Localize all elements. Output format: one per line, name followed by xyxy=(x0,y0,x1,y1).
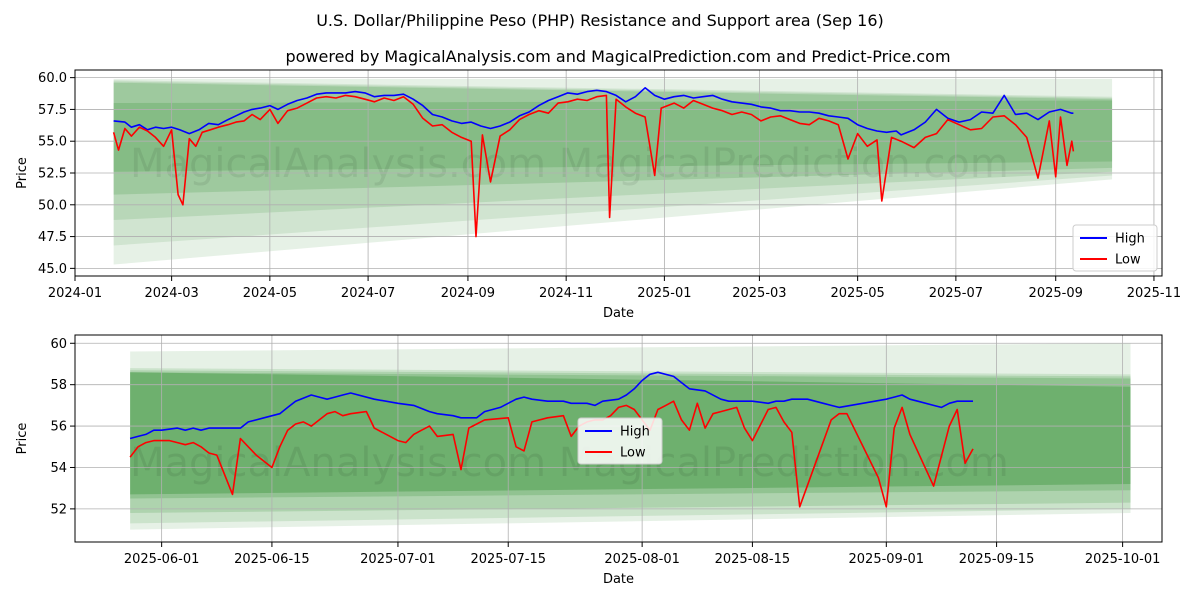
watermark-text: MagicalAnalysis.com MagicalPrediction.co… xyxy=(130,141,1009,187)
x-tick-label: 2025-11 xyxy=(1127,286,1181,301)
x-tick-label: 2024-01 xyxy=(48,286,102,301)
y-tick-label: 55.0 xyxy=(38,135,67,150)
x-tick-label: 2025-09-01 xyxy=(849,552,925,567)
series-lines xyxy=(129,371,974,508)
x-tick-label: 2025-07-01 xyxy=(360,552,436,567)
series-line-high xyxy=(113,87,1074,136)
y-tick-label: 57.5 xyxy=(38,103,67,118)
support-resistance-bands xyxy=(113,78,1113,265)
chart-panel-1: MagicalAnalysis.com MagicalPrediction.co… xyxy=(15,69,1181,321)
x-axis-label: Date xyxy=(603,572,634,587)
series-line-low xyxy=(112,94,1075,238)
plot-frame xyxy=(74,334,1163,543)
y-axis-label: Price xyxy=(15,423,30,455)
series-line-high xyxy=(129,371,973,440)
legend-label-high: High xyxy=(620,425,650,440)
y-tick-label: 52 xyxy=(50,502,67,517)
chart-subtitle: powered by MagicalAnalysis.com and Magic… xyxy=(285,47,950,66)
y-tick-label: 58 xyxy=(50,378,67,393)
x-tick-label: 2025-05 xyxy=(830,286,884,301)
y-tick-label: 56 xyxy=(50,420,67,435)
grid xyxy=(75,335,1162,542)
chart-panel-2: MagicalAnalysis.com MagicalPrediction.co… xyxy=(15,334,1163,587)
y-tick-label: 52.5 xyxy=(38,167,67,182)
band-4 xyxy=(113,82,1113,195)
x-tick-label: 2025-01 xyxy=(637,286,691,301)
y-axis-label: Price xyxy=(15,157,30,189)
watermark-text: MagicalAnalysis.com MagicalPrediction.co… xyxy=(130,440,1009,486)
legend: High Low xyxy=(1072,224,1158,272)
x-tick-label: 2025-07-15 xyxy=(470,552,546,567)
x-tick-label: 2025-08-01 xyxy=(604,552,680,567)
x-tick-label: 2025-09 xyxy=(1029,286,1083,301)
y-tick-label: 47.5 xyxy=(38,230,67,245)
x-axis-label: Date xyxy=(603,306,634,321)
y-tick-label: 50.0 xyxy=(38,198,67,213)
x-tick-label: 2024-07 xyxy=(341,286,395,301)
y-tick-label: 60.0 xyxy=(38,71,67,86)
legend-label-high: High xyxy=(1115,232,1145,247)
y-tick-label: 54 xyxy=(50,461,67,476)
x-tick-label: 2025-09-15 xyxy=(959,552,1035,567)
legend-label-low: Low xyxy=(620,446,646,461)
x-tick-label: 2025-10-01 xyxy=(1085,552,1161,567)
x-tick-label: 2025-06-15 xyxy=(234,552,310,567)
x-tick-label: 2024-05 xyxy=(243,286,297,301)
series-lines xyxy=(112,87,1075,238)
legend: High Low xyxy=(577,417,663,465)
x-tick-label: 2024-09 xyxy=(441,286,495,301)
x-tick-label: 2025-08-15 xyxy=(715,552,791,567)
band-5 xyxy=(113,100,1113,172)
x-tick-label: 2025-03 xyxy=(732,286,786,301)
x-tick-label: 2024-11 xyxy=(539,286,593,301)
chart-title: U.S. Dollar/Philippine Peso (PHP) Resist… xyxy=(316,11,884,30)
y-tick-label: 45.0 xyxy=(38,262,67,277)
x-tick-label: 2025-07 xyxy=(929,286,983,301)
x-tick-label: 2024-03 xyxy=(144,286,198,301)
x-tick-label: 2025-06-01 xyxy=(124,552,200,567)
y-tick-label: 60 xyxy=(50,337,67,352)
legend-label-low: Low xyxy=(1115,253,1141,268)
series-line-low xyxy=(129,400,974,508)
